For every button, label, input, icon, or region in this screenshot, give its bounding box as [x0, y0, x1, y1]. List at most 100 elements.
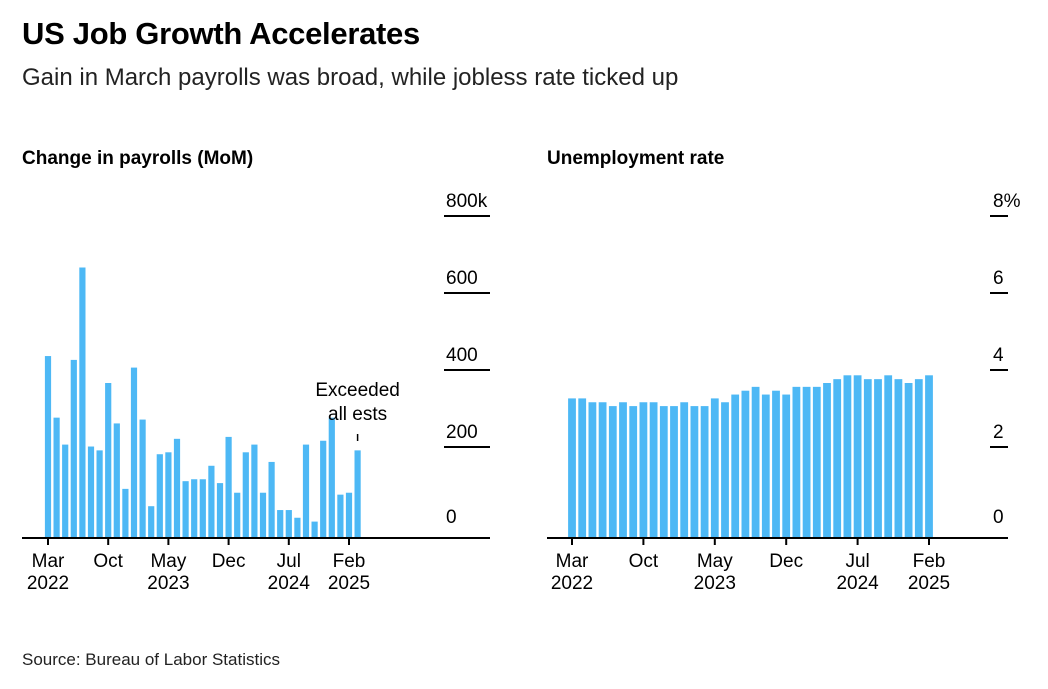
payrolls-ytick-label: 800k — [446, 191, 488, 212]
unemployment-ytick-label: 4 — [993, 345, 1004, 366]
payrolls-bar — [199, 479, 206, 537]
payrolls-panel-title: Change in payrolls (MoM) — [22, 148, 253, 169]
payrolls-xtick-year-label: 2023 — [147, 573, 189, 594]
unemployment-bar — [588, 402, 597, 537]
payrolls-xtick-year-label: 2022 — [27, 573, 69, 594]
payrolls-bar — [173, 438, 181, 537]
payrolls-bar — [96, 450, 103, 537]
unemployment-bar — [690, 406, 699, 537]
source-note: Source: Bureau of Labor Statistics — [22, 650, 280, 669]
unemployment-bar — [619, 402, 627, 537]
unemployment-xtick-label: Oct — [629, 551, 659, 572]
unemployment-panel-title: Unemployment rate — [547, 148, 724, 169]
unemployment-xtick-year-label: 2022 — [551, 573, 593, 594]
payrolls-bar — [139, 419, 146, 537]
unemployment-bar — [802, 386, 811, 537]
unemployment-bar — [843, 375, 852, 537]
unemployment-xtick-label: Feb — [913, 551, 946, 572]
payrolls-bar — [268, 461, 275, 537]
unemployment-ytick-label: 6 — [993, 268, 1004, 289]
payrolls-xtick-label: May — [150, 551, 186, 572]
unemployment-bar — [894, 379, 903, 537]
payrolls-bar — [182, 481, 189, 537]
payrolls-bar — [225, 436, 232, 537]
payrolls-xtick-label: Dec — [212, 551, 246, 572]
annotation-text: all ests — [328, 404, 387, 425]
payrolls-bar — [53, 417, 60, 537]
unemployment-bar — [598, 402, 607, 537]
payrolls-bar — [328, 417, 335, 537]
payrolls-bar — [285, 510, 292, 537]
unemployment-bar — [792, 386, 801, 537]
unemployment-bar — [659, 406, 668, 537]
unemployment-bar — [751, 386, 760, 537]
unemployment-bar — [639, 402, 648, 537]
unemployment-bar — [700, 406, 709, 537]
unemployment-bar — [812, 386, 821, 537]
unemployment-bar — [649, 402, 658, 537]
unemployment-bar — [782, 394, 791, 537]
payrolls-xtick-label: Jul — [277, 551, 301, 572]
payrolls-bar — [251, 444, 258, 537]
unemployment-bar — [833, 379, 842, 537]
payrolls-bar — [122, 488, 129, 537]
payrolls-bar — [311, 521, 318, 537]
unemployment-xtick-label: Dec — [769, 551, 803, 572]
unemployment-xtick-year-label: 2023 — [694, 573, 736, 594]
payrolls-ytick-label: 400 — [446, 345, 478, 366]
payrolls-bar — [208, 465, 215, 537]
payrolls-bar — [87, 446, 95, 537]
payrolls-bar — [191, 479, 198, 537]
payrolls-bar — [345, 492, 353, 537]
payrolls-ytick-label: 600 — [446, 268, 478, 289]
unemployment-ytick-label: 0 — [993, 507, 1004, 528]
unemployment-bar — [874, 379, 882, 537]
unemployment-bar — [761, 394, 770, 537]
unemployment-bar — [772, 390, 780, 537]
payrolls-bar — [259, 492, 267, 537]
payrolls-bar — [294, 517, 301, 537]
payrolls-bar — [44, 356, 52, 537]
payrolls-xtick-label: Mar — [32, 551, 65, 572]
payrolls-bar — [70, 359, 77, 537]
payrolls-xtick-year-label: 2025 — [328, 573, 370, 594]
payrolls-xtick-label: Feb — [333, 551, 366, 572]
payrolls-bar — [216, 483, 224, 537]
payrolls-bar — [277, 510, 284, 537]
unemployment-bar — [863, 379, 872, 537]
payrolls-bar — [105, 383, 112, 537]
unemployment-bar — [680, 402, 689, 537]
payrolls-bar — [156, 454, 163, 537]
unemployment-bar — [741, 390, 750, 537]
payrolls-bar — [62, 444, 69, 537]
payrolls-bar — [79, 267, 86, 537]
unemployment-bar — [629, 406, 638, 537]
payrolls-bar — [354, 450, 361, 537]
payrolls-ytick-label: 200 — [446, 422, 478, 443]
unemployment-xtick-year-label: 2025 — [908, 573, 950, 594]
payrolls-bar — [165, 452, 172, 537]
unemployment-xtick-label: Jul — [845, 551, 869, 572]
unemployment-ytick-label: 8% — [993, 191, 1021, 212]
unemployment-bar — [884, 375, 893, 537]
unemployment-xtick-label: Mar — [556, 551, 589, 572]
unemployment-bar — [710, 398, 719, 537]
unemployment-xtick-label: May — [697, 551, 733, 572]
payrolls-ytick-label: 0 — [446, 507, 457, 528]
annotation-text: Exceeded — [315, 380, 400, 401]
payrolls-bar — [130, 367, 138, 537]
payrolls-bar — [320, 440, 327, 537]
unemployment-bar — [914, 379, 923, 537]
unemployment-ytick-label: 2 — [993, 422, 1004, 443]
unemployment-xtick-year-label: 2024 — [836, 573, 879, 594]
unemployment-bar — [670, 406, 678, 537]
payrolls-bar — [242, 452, 249, 537]
payrolls-bar — [302, 444, 310, 537]
payrolls-bar — [337, 494, 344, 537]
unemployment-bar — [904, 383, 913, 537]
chart-title: US Job Growth Accelerates — [22, 16, 420, 51]
payrolls-bar — [234, 492, 241, 537]
